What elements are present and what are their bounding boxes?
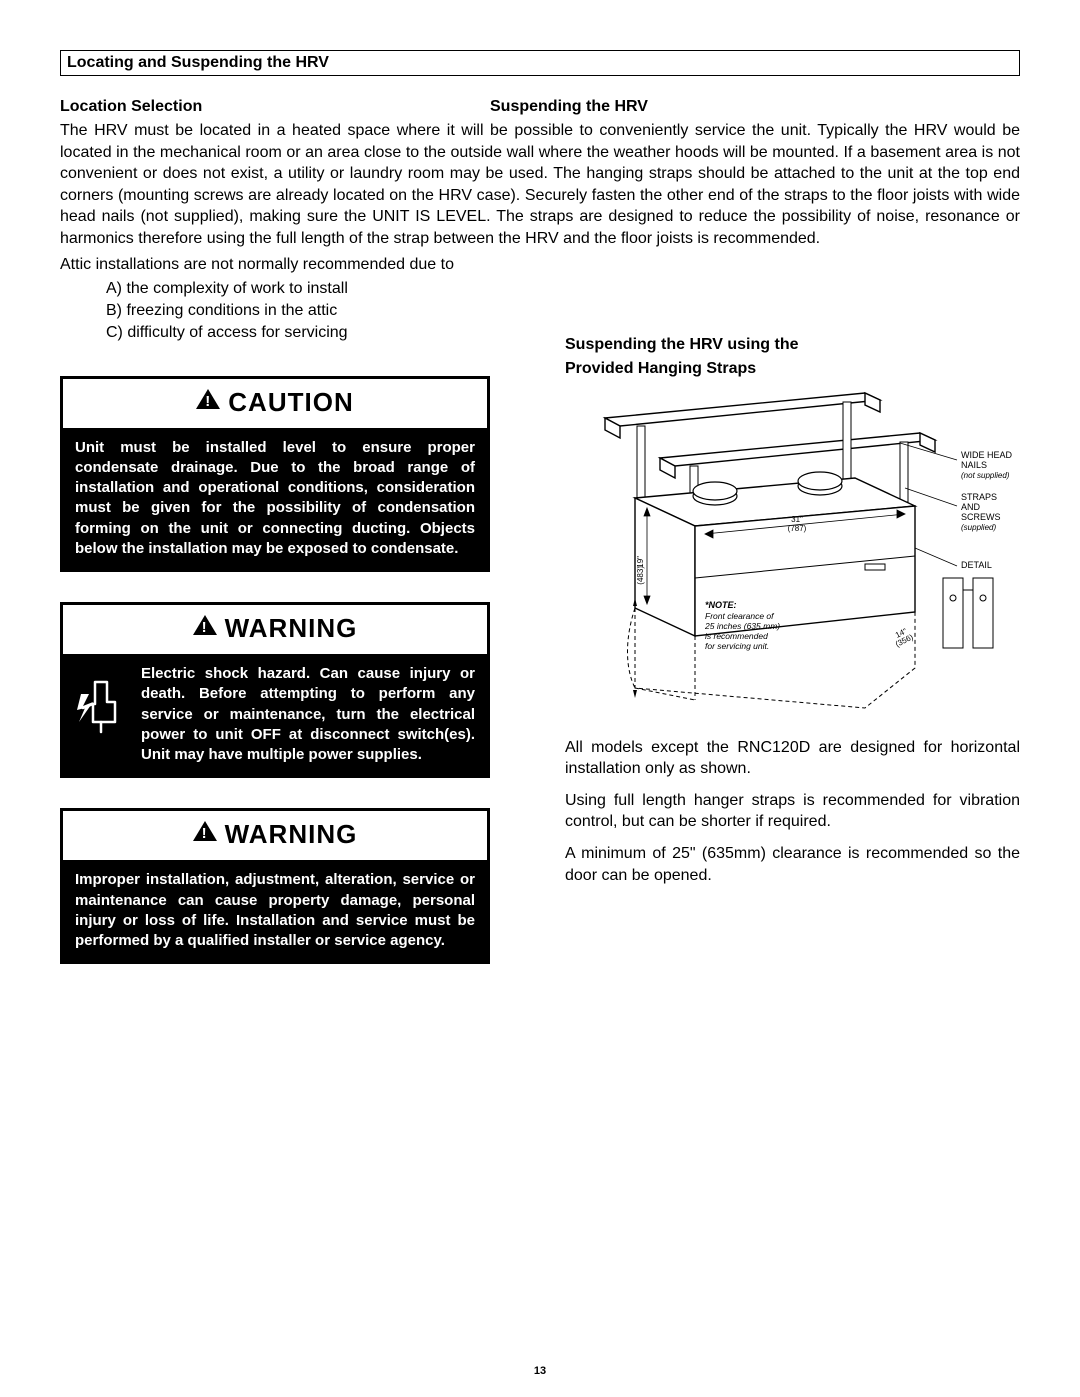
heading-suspending-hrv: Suspending the HRV: [490, 98, 648, 116]
section-banner: Locating and Suspending the HRV: [60, 50, 1020, 76]
warning1-text: Electric shock hazard. Can cause injury …: [141, 664, 475, 765]
figure-note-l4: for servicing unit.: [705, 641, 769, 651]
dim-width-mm: (787): [788, 524, 807, 533]
bullet-a: A) the complexity of work to install: [106, 280, 1020, 298]
figure-heading-line2: Provided Hanging Straps: [565, 360, 1020, 378]
right-column: Suspending the HRV using the Provided Ha…: [565, 336, 1020, 897]
dim-width-in: 31": [791, 515, 803, 524]
heading-location-selection: Location Selection: [60, 98, 202, 116]
warning-triangle-icon: [193, 821, 217, 841]
warning1-body: Electric shock hazard. Can cause injury …: [63, 654, 487, 775]
right-para-2: Using full length hanger straps is recom…: [565, 790, 1020, 833]
page-number: 13: [0, 1365, 1080, 1377]
figure-note-l3: is recommended: [705, 631, 768, 641]
dim-height-in: 19": [636, 555, 645, 567]
label-straps-4: (supplied): [961, 523, 996, 532]
label-straps-2: AND: [961, 502, 981, 512]
warning1-head: WARNING: [63, 605, 487, 654]
caution-head: CAUTION: [63, 379, 487, 428]
body-flow: The HRV must be located in a heated spac…: [60, 120, 1020, 250]
figure-note-title: *NOTE:: [705, 600, 737, 610]
warning-box-1: WARNING Electric shock hazard. Can cause…: [60, 602, 490, 778]
warning2-text: Improper installation, adjustment, alter…: [75, 870, 475, 951]
bullet-b: B) freezing conditions in the attic: [106, 302, 1020, 320]
electric-shock-icon: [75, 664, 129, 765]
two-column-text: Location Selection Suspending the HRV Th…: [60, 98, 1020, 342]
bullet-c: C) difficulty of access for servicing: [106, 324, 1020, 342]
attic-lead: Attic installations are not normally rec…: [60, 256, 1020, 274]
hrv-suspension-figure: 31" (787) 19" (483) 14" (356) *NOTE: Fro…: [565, 388, 1020, 723]
label-straps-3: SCREWS: [961, 512, 1001, 522]
warning2-title: WARNING: [225, 819, 358, 849]
caution-text: Unit must be installed level to ensure p…: [75, 438, 475, 560]
attic-bullets: A) the complexity of work to install B) …: [106, 280, 1020, 342]
right-para-1: All models except the RNC120D are design…: [565, 737, 1020, 780]
warning-box-2: WARNING Improper installation, adjustmen…: [60, 808, 490, 964]
caution-body: Unit must be installed level to ensure p…: [63, 428, 487, 570]
warning1-title: WARNING: [225, 613, 358, 643]
dim-height-mm: (483): [636, 565, 645, 584]
figure-note-l1: Front clearance of: [705, 611, 775, 621]
label-straps-1: STRAPS: [961, 492, 997, 502]
left-column: CAUTION Unit must be installed level to …: [60, 376, 490, 995]
warning-triangle-icon: [193, 615, 217, 635]
warning-triangle-icon: [196, 389, 220, 409]
caution-box: CAUTION Unit must be installed level to …: [60, 376, 490, 573]
label-nails-1: WIDE HEAD: [961, 450, 1013, 460]
warning2-body: Improper installation, adjustment, alter…: [63, 860, 487, 961]
label-nails-3: (not supplied): [961, 471, 1010, 480]
label-nails-2: NAILS: [961, 460, 987, 470]
warning2-head: WARNING: [63, 811, 487, 860]
page: Locating and Suspending the HRV Location…: [0, 0, 1080, 1397]
right-para-3: A minimum of 25" (635mm) clearance is re…: [565, 843, 1020, 886]
label-detail: DETAIL: [961, 560, 992, 570]
caution-title: CAUTION: [228, 387, 353, 417]
figure-note-l2: 25 inches (635 mm): [704, 621, 780, 631]
